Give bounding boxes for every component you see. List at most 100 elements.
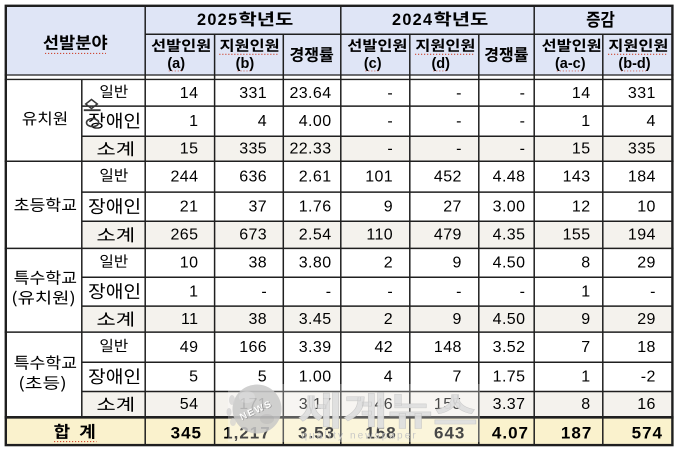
svg-text:643: 643 [434, 423, 465, 442]
svg-text:-: - [387, 283, 393, 300]
svg-text:3.80: 3.80 [299, 255, 332, 272]
svg-text:8: 8 [581, 255, 590, 272]
svg-text:4.35: 4.35 [493, 227, 526, 244]
svg-text:1: 1 [581, 369, 590, 386]
svg-text:9: 9 [452, 255, 461, 272]
svg-text:4: 4 [646, 113, 655, 130]
svg-text:9: 9 [384, 198, 393, 215]
svg-text:1.00: 1.00 [299, 369, 332, 386]
svg-text:8: 8 [581, 396, 590, 413]
svg-text:54: 54 [180, 396, 199, 413]
svg-text:3.45: 3.45 [299, 311, 332, 328]
svg-text:143: 143 [563, 169, 591, 186]
svg-text:10: 10 [637, 198, 656, 215]
svg-text:265: 265 [170, 227, 198, 244]
svg-text:2: 2 [384, 255, 393, 272]
svg-text:27: 27 [443, 198, 462, 215]
svg-text:12: 12 [572, 198, 591, 215]
svg-text:3.53: 3.53 [298, 423, 335, 442]
svg-text:479: 479 [434, 227, 462, 244]
svg-text:-: - [520, 113, 526, 130]
svg-text:7: 7 [581, 339, 590, 356]
svg-text:18: 18 [637, 339, 656, 356]
svg-text:3.37: 3.37 [493, 396, 526, 413]
svg-text:1: 1 [581, 113, 590, 130]
svg-text:-: - [456, 85, 462, 102]
svg-text:101: 101 [365, 169, 393, 186]
svg-text:(b): (b) [236, 56, 255, 72]
svg-text:2.61: 2.61 [299, 169, 332, 186]
svg-text:4.50: 4.50 [493, 311, 526, 328]
svg-text:(a): (a) [167, 56, 185, 72]
svg-text:14: 14 [572, 85, 591, 102]
svg-text:4.00: 4.00 [299, 113, 332, 130]
svg-text:(d): (d) [431, 56, 450, 72]
svg-text:5: 5 [258, 369, 267, 386]
svg-text:-: - [387, 113, 393, 130]
svg-text:244: 244 [170, 169, 198, 186]
svg-text:7: 7 [452, 369, 461, 386]
svg-text:-: - [326, 283, 332, 300]
svg-text:335: 335 [628, 141, 656, 158]
svg-text:331: 331 [628, 85, 656, 102]
svg-text:2024: 2024 [392, 11, 433, 29]
svg-text:4: 4 [384, 369, 393, 386]
svg-text:1.75: 1.75 [493, 369, 526, 386]
svg-text:49: 49 [180, 339, 199, 356]
svg-text:1: 1 [189, 113, 198, 130]
svg-text:quality newspaper: quality newspaper [302, 431, 418, 442]
svg-text:16: 16 [637, 396, 656, 413]
svg-text:636: 636 [239, 169, 267, 186]
svg-text:5: 5 [189, 369, 198, 386]
svg-text:158: 158 [365, 423, 396, 442]
svg-text:22.33: 22.33 [289, 141, 331, 158]
svg-text:3.52: 3.52 [493, 339, 526, 356]
svg-text:-: - [387, 141, 393, 158]
svg-text:-2: -2 [641, 369, 656, 386]
svg-text:23.64: 23.64 [289, 85, 331, 102]
svg-text:11: 11 [181, 311, 198, 328]
svg-text:21: 21 [180, 198, 199, 215]
svg-text:-: - [387, 85, 393, 102]
svg-text:345: 345 [171, 423, 202, 442]
svg-text:335: 335 [239, 141, 267, 158]
svg-text:15: 15 [180, 141, 199, 158]
svg-text:29: 29 [637, 311, 656, 328]
svg-text:(a-c): (a-c) [555, 56, 586, 72]
svg-text:42: 42 [374, 339, 393, 356]
svg-text:38: 38 [248, 255, 267, 272]
svg-text:29: 29 [637, 255, 656, 272]
svg-text:-: - [261, 283, 267, 300]
svg-text:-: - [456, 113, 462, 130]
svg-text:3.39: 3.39 [299, 339, 332, 356]
svg-text:574: 574 [632, 423, 663, 442]
svg-text:110: 110 [366, 227, 393, 244]
svg-text:2.54: 2.54 [299, 227, 332, 244]
svg-text:-: - [520, 283, 526, 300]
svg-text:38: 38 [248, 311, 267, 328]
svg-text:-: - [520, 141, 526, 158]
svg-text:-: - [520, 85, 526, 102]
svg-text:4: 4 [258, 113, 267, 130]
svg-text:4.50: 4.50 [493, 255, 526, 272]
svg-text:184: 184 [628, 169, 656, 186]
svg-text:4.48: 4.48 [493, 169, 526, 186]
svg-text:(c): (c) [364, 56, 382, 72]
svg-text:148: 148 [434, 339, 462, 356]
svg-text:4.07: 4.07 [492, 423, 529, 442]
svg-text:2025: 2025 [197, 11, 238, 29]
svg-text:-: - [456, 283, 462, 300]
svg-text:155: 155 [563, 227, 591, 244]
svg-text:166: 166 [239, 339, 267, 356]
svg-text:1: 1 [581, 283, 590, 300]
svg-text:9: 9 [581, 311, 590, 328]
svg-text:1.76: 1.76 [299, 198, 332, 215]
svg-text:194: 194 [628, 227, 656, 244]
svg-text:673: 673 [239, 227, 267, 244]
svg-text:15: 15 [572, 141, 591, 158]
svg-text:37: 37 [248, 198, 267, 215]
svg-text:3.00: 3.00 [493, 198, 526, 215]
svg-text:2: 2 [384, 311, 393, 328]
svg-text:187: 187 [561, 423, 592, 442]
svg-text:331: 331 [239, 85, 267, 102]
